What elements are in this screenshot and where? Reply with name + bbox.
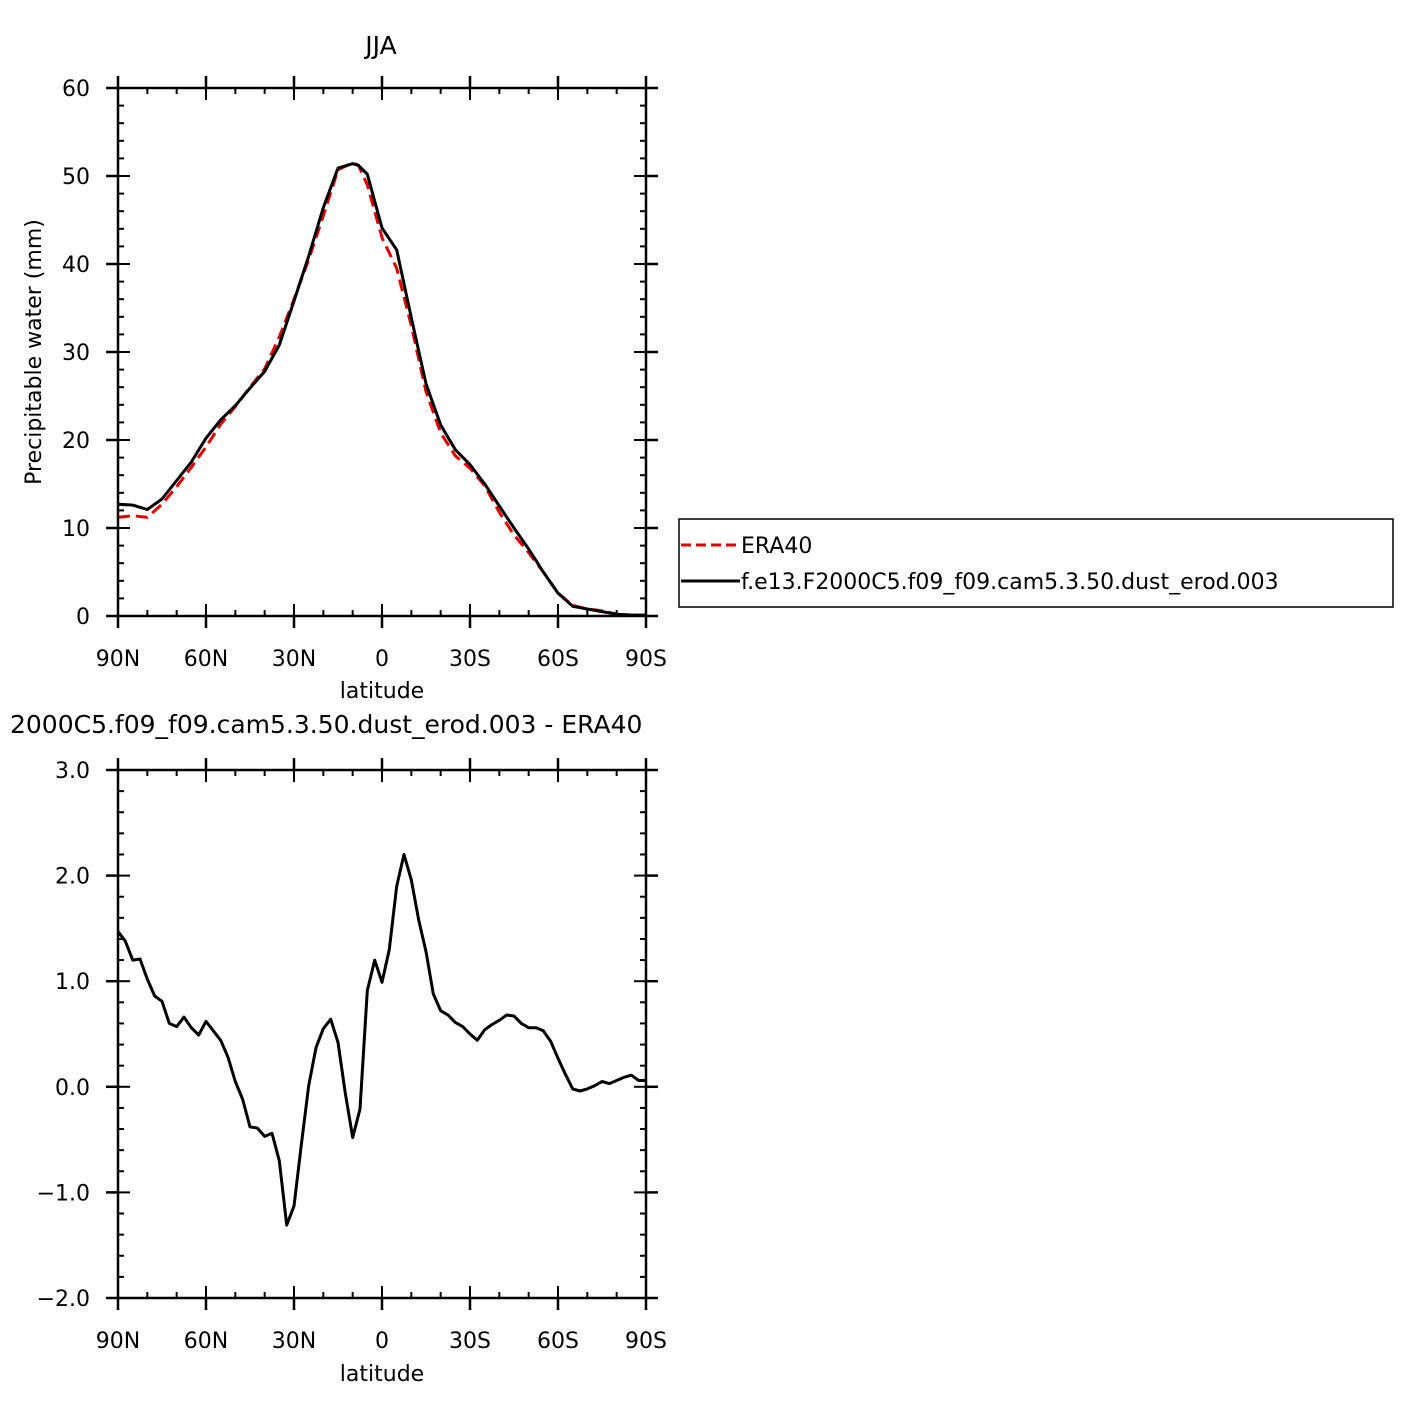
x-tick-label: 90N — [96, 1329, 140, 1354]
y-tick-label: 30 — [62, 341, 90, 366]
y-tick-label: 3.0 — [55, 759, 90, 784]
x-axis-title: latitude — [340, 679, 424, 704]
x-tick-label: 90S — [625, 647, 667, 672]
series-line-era40 — [117, 161, 646, 617]
legend-label: ERA40 — [741, 534, 812, 559]
y-tick-label: −2.0 — [37, 1287, 90, 1312]
x-tick-label: 60S — [537, 1329, 579, 1354]
series-line-difference — [116, 853, 646, 1227]
y-tick-label: 50 — [62, 165, 90, 190]
y-tick-label: 60 — [62, 77, 90, 102]
y-tick-label: 1.0 — [55, 970, 90, 995]
y-tick-label: 2.0 — [55, 865, 90, 890]
plot-2: 2000C5.f09_f09.cam5.3.50.dust_erod.003 -… — [10, 710, 667, 1387]
plot-1: JJA 90N 60N 30N 0 30S 60S 90S 0 10 20 30 40 50 60 latit… — [22, 31, 1394, 704]
legend-label: f.e13.F2000C5.f09_f09.cam5.3.50.dust_ero… — [741, 570, 1279, 595]
y-tick-label: 10 — [62, 517, 90, 542]
plot-title: 2000C5.f09_f09.cam5.3.50.dust_erod.003 -… — [10, 710, 642, 739]
plot-frame — [116, 86, 648, 618]
x-tick-label: 60N — [184, 647, 228, 672]
x-tick-label: 60S — [537, 647, 579, 672]
x-tick-label: 0 — [375, 647, 389, 672]
plot-title: JJA — [363, 31, 396, 60]
x-tick-label: 60N — [184, 1329, 228, 1354]
x-tick-label: 30S — [449, 1329, 491, 1354]
x-tick-label: 90N — [96, 647, 140, 672]
x-tick-label: 30S — [449, 647, 491, 672]
y-tick-label: 40 — [62, 253, 90, 278]
y-axis-title: Precipitable water (mm) — [22, 219, 47, 485]
y-tick-label: 0 — [76, 605, 90, 630]
x-tick-label: 0 — [375, 1329, 389, 1354]
legend-box — [678, 518, 1394, 608]
series-line-f-e13-f2000c5-f09-f09-cam5-3-50-dust-erod-003 — [117, 162, 646, 617]
x-tick-label: 30N — [272, 1329, 316, 1354]
x-axis-title: latitude — [340, 1362, 424, 1387]
y-tick-label: 0.0 — [55, 1076, 90, 1101]
y-tick-label: −1.0 — [37, 1181, 90, 1206]
x-tick-label: 30N — [272, 647, 316, 672]
legend: ERA40 f.e13.F2000C5.f09_f09.cam5.3.50.dus… — [678, 518, 1394, 608]
y-tick-label: 20 — [62, 429, 90, 454]
x-tick-label: 90S — [625, 1329, 667, 1354]
